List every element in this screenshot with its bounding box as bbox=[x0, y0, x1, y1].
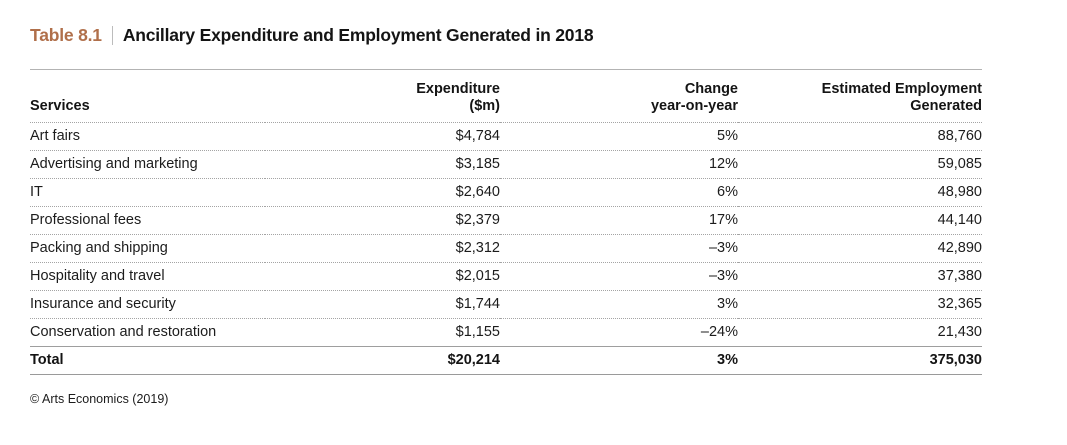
cell-employment: 37,380 bbox=[738, 262, 982, 291]
report-page: Table 8.1 Ancillary Expenditure and Empl… bbox=[30, 25, 1037, 406]
cell-employment: 21,430 bbox=[738, 318, 982, 347]
cell-expenditure: $2,312 bbox=[265, 234, 500, 263]
cell-change: –3% bbox=[500, 234, 738, 263]
header-line: Change bbox=[684, 81, 738, 97]
total-row: Total $20,214 3% 375,030 bbox=[30, 346, 982, 375]
cell-employment: 59,085 bbox=[738, 150, 982, 179]
cell-service: Insurance and security bbox=[30, 290, 265, 319]
cell-total-label: Total bbox=[30, 346, 265, 375]
table-title: Table 8.1 Ancillary Expenditure and Empl… bbox=[30, 25, 1037, 46]
table-row: Hospitality and travel $2,015 –3% 37,380 bbox=[30, 262, 982, 291]
table-row: Advertising and marketing $3,185 12% 59,… bbox=[30, 150, 982, 179]
cell-change: 3% bbox=[500, 290, 738, 319]
column-header-expenditure: Expenditure ($m) bbox=[265, 69, 500, 123]
header-row: Services Expenditure ($m) Change year-on… bbox=[30, 69, 982, 123]
table-caption: Ancillary Expenditure and Employment Gen… bbox=[122, 25, 594, 45]
cell-service: IT bbox=[30, 178, 265, 207]
cell-total-expenditure: $20,214 bbox=[265, 346, 500, 375]
column-header-change: Change year-on-year bbox=[500, 69, 738, 123]
cell-service: Art fairs bbox=[30, 122, 265, 151]
cell-expenditure: $2,015 bbox=[265, 262, 500, 291]
table-row: Insurance and security $1,744 3% 32,365 bbox=[30, 290, 982, 319]
cell-total-change: 3% bbox=[500, 346, 738, 375]
cell-service: Advertising and marketing bbox=[30, 150, 265, 179]
column-header-employment: Estimated Employment Generated bbox=[738, 69, 982, 123]
cell-service: Conservation and restoration bbox=[30, 318, 265, 347]
cell-change: 17% bbox=[500, 206, 738, 235]
cell-expenditure: $2,379 bbox=[265, 206, 500, 235]
table-row: Packing and shipping $2,312 –3% 42,890 bbox=[30, 234, 982, 263]
cell-change: 6% bbox=[500, 178, 738, 207]
table-row: Professional fees $2,379 17% 44,140 bbox=[30, 206, 982, 235]
cell-employment: 42,890 bbox=[738, 234, 982, 263]
cell-change: 5% bbox=[500, 122, 738, 151]
cell-expenditure: $2,640 bbox=[265, 178, 500, 207]
header-line: Services bbox=[30, 98, 90, 114]
title-divider bbox=[111, 26, 113, 45]
cell-change: 12% bbox=[500, 150, 738, 179]
cell-expenditure: $4,784 bbox=[265, 122, 500, 151]
cell-expenditure: $3,185 bbox=[265, 150, 500, 179]
cell-employment: 88,760 bbox=[738, 122, 982, 151]
table-row: Conservation and restoration $1,155 –24%… bbox=[30, 318, 982, 347]
column-header-services: Services bbox=[30, 69, 265, 123]
cell-service: Hospitality and travel bbox=[30, 262, 265, 291]
cell-expenditure: $1,744 bbox=[265, 290, 500, 319]
cell-change: –24% bbox=[500, 318, 738, 347]
cell-change: –3% bbox=[500, 262, 738, 291]
cell-service: Packing and shipping bbox=[30, 234, 265, 263]
cell-employment: 44,140 bbox=[738, 206, 982, 235]
table-number: Table 8.1 bbox=[30, 25, 102, 45]
cell-service: Professional fees bbox=[30, 206, 265, 235]
cell-employment: 48,980 bbox=[738, 178, 982, 207]
header-line: Estimated Employment bbox=[821, 81, 982, 97]
cell-expenditure: $1,155 bbox=[265, 318, 500, 347]
data-table: Services Expenditure ($m) Change year-on… bbox=[30, 69, 982, 375]
header-line: year-on-year bbox=[650, 98, 738, 114]
source-attribution: © Arts Economics (2019) bbox=[30, 392, 169, 406]
cell-total-employment: 375,030 bbox=[738, 346, 982, 375]
table-row: IT $2,640 6% 48,980 bbox=[30, 178, 982, 207]
table-row: Art fairs $4,784 5% 88,760 bbox=[30, 122, 982, 151]
header-line: Expenditure bbox=[416, 81, 500, 97]
header-line: Generated bbox=[910, 98, 982, 114]
cell-employment: 32,365 bbox=[738, 290, 982, 319]
header-line: ($m) bbox=[469, 98, 500, 114]
